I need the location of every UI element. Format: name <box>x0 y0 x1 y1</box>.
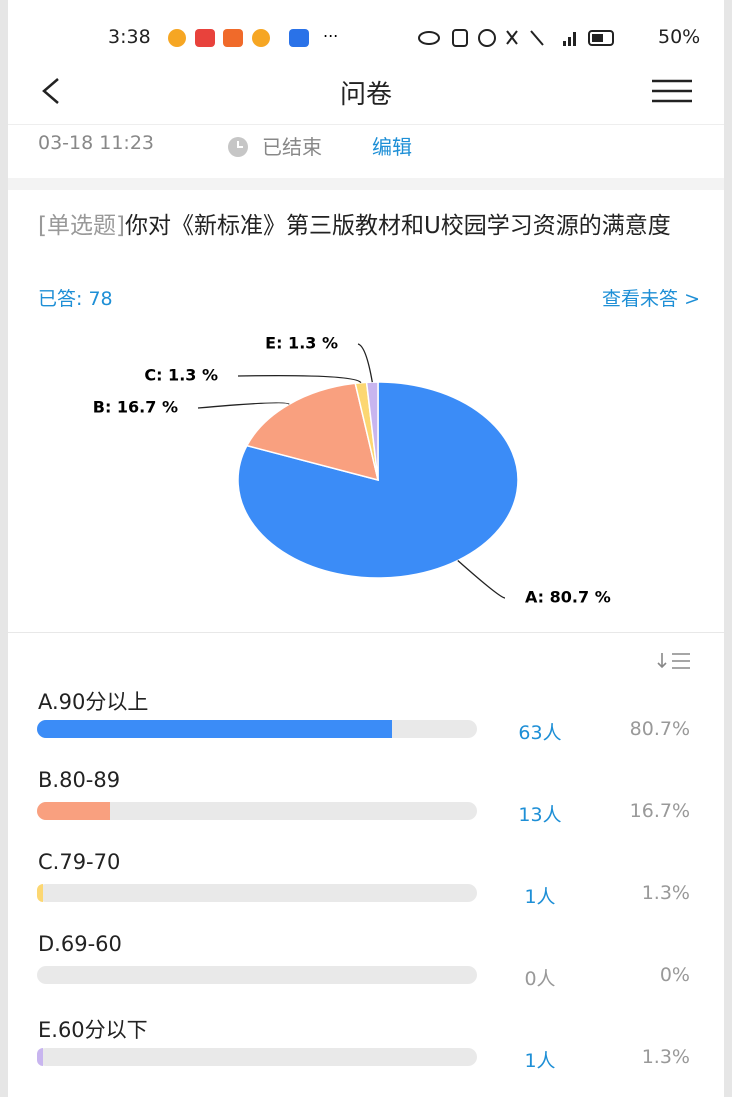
view-unanswered[interactable]: 查看未答 > <box>602 284 700 311</box>
page-title: 问卷 <box>0 74 732 111</box>
status-icons: ··· <box>165 26 615 50</box>
percent: 80.7% <box>630 718 690 740</box>
question-text: 你对《新标准》第三版教材和U校园学习资源的满意度 <box>125 213 671 239</box>
page: 问卷 {"status_bar": {"time": "3:38", "batt… <box>0 0 732 1097</box>
slice-label: E: 1.3 % <box>265 334 338 353</box>
slice-label: A: 80.7 % <box>525 588 611 607</box>
count: 1人 <box>490 1046 590 1073</box>
leader-line <box>238 376 361 383</box>
bar <box>37 884 43 902</box>
percent: 0% <box>660 964 690 986</box>
date: 03-18 11:23 <box>38 132 154 154</box>
status-time: 3:38 <box>108 26 151 48</box>
leader-line <box>358 344 372 382</box>
answered-count: 已答: 78 <box>38 284 113 311</box>
percent: 16.7% <box>630 800 690 822</box>
screen: 3:38 ··· 50% 问卷 03-18 11:23 已结束 编辑 [单选题]… <box>0 0 732 1097</box>
slice-label: C: 1.3 % <box>144 366 218 385</box>
bar-track <box>37 884 477 902</box>
edit-link[interactable]: 编辑 <box>372 131 412 160</box>
bar-track <box>37 1048 477 1066</box>
divider <box>8 632 724 633</box>
count: 0人 <box>490 964 590 991</box>
menu-button[interactable] <box>651 78 693 104</box>
leader-line <box>458 561 505 598</box>
status: 已结束 <box>262 131 322 160</box>
bar-track <box>37 720 477 738</box>
svg-text:···: ··· <box>323 27 338 46</box>
option-label: C.79-70 <box>38 850 120 874</box>
option-label: E.60分以下 <box>38 1014 148 1044</box>
clock-icon <box>226 135 250 159</box>
percent: 1.3% <box>642 882 690 904</box>
bar <box>37 720 392 738</box>
option-label: B.80-89 <box>38 768 120 792</box>
sort-button[interactable] <box>656 650 692 672</box>
slice-label: B: 16.7 % <box>93 398 178 417</box>
option-label: D.69-60 <box>38 932 122 956</box>
percent: 1.3% <box>642 1046 690 1068</box>
section-gap <box>8 178 724 190</box>
count: 1人 <box>490 882 590 909</box>
count: 13人 <box>490 800 590 827</box>
leader-line <box>198 403 289 408</box>
bar-track <box>37 802 477 820</box>
pie-chart: A: 80.7 % B: 16.7 % C: 1.3 % E: 1.3 % <box>0 320 732 620</box>
question-tag: [单选题] <box>38 213 125 239</box>
question: [单选题]你对《新标准》第三版教材和U校园学习资源的满意度 <box>38 210 708 243</box>
option-label: A.90分以上 <box>38 686 148 716</box>
divider <box>8 124 724 125</box>
bar <box>37 1048 43 1066</box>
bar <box>37 802 110 820</box>
status-battery: 50% <box>658 26 700 48</box>
count: 63人 <box>490 718 590 745</box>
bar-track <box>37 966 477 984</box>
